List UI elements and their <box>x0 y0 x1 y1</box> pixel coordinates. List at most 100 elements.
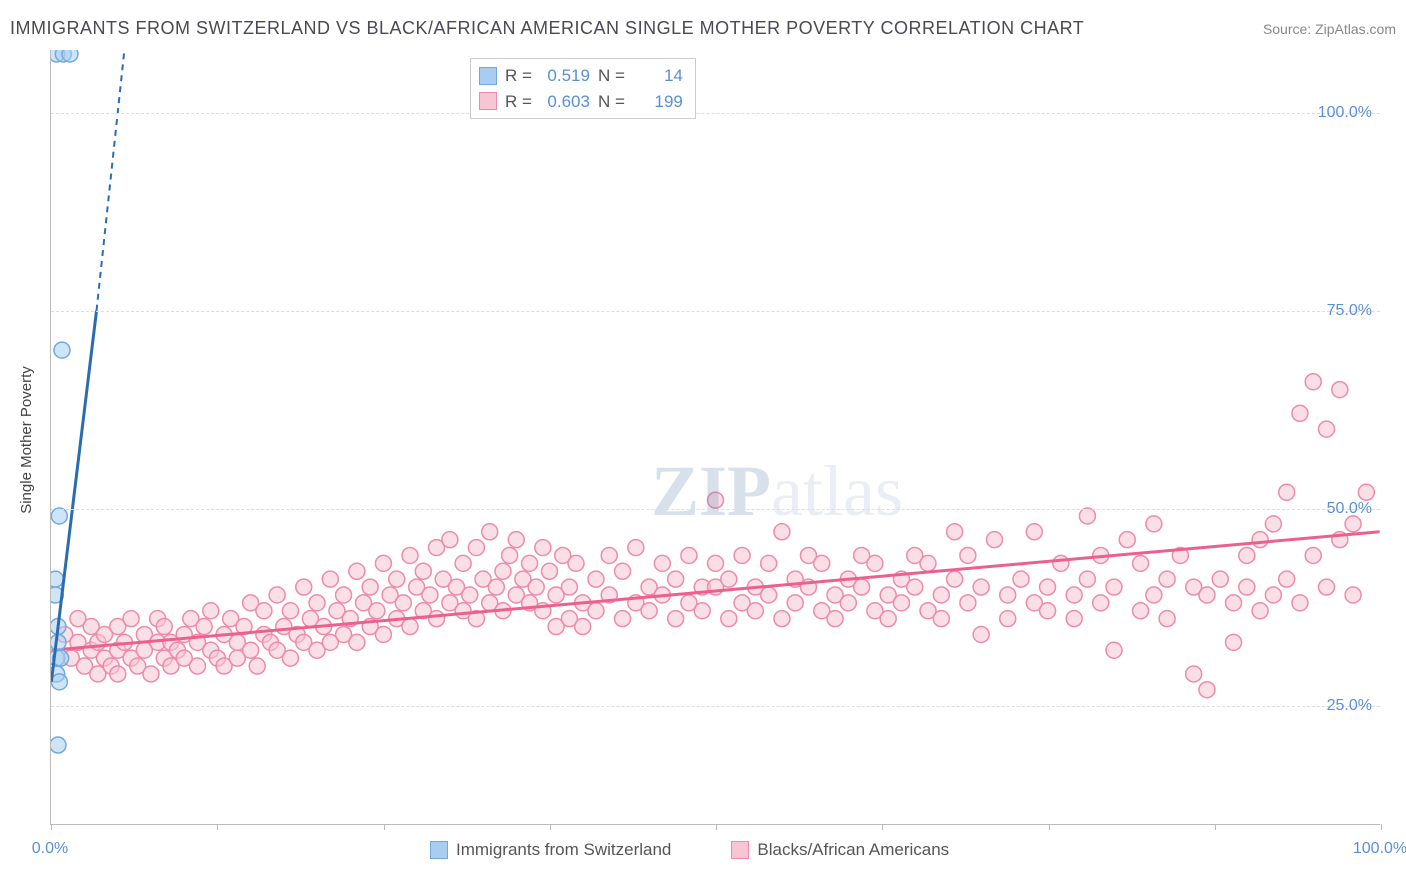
r-label-1: R = <box>505 89 532 115</box>
data-point <box>269 587 285 603</box>
data-point <box>1199 682 1215 698</box>
legend-item-1: Blacks/African Americans <box>731 840 949 860</box>
data-point <box>920 555 936 571</box>
data-point <box>708 492 724 508</box>
data-point <box>429 611 445 627</box>
x-tick <box>1049 824 1050 830</box>
data-point <box>893 595 909 611</box>
plot-area: ZIPatlas 25.0%50.0%75.0%100.0% <box>50 50 1380 825</box>
data-point <box>54 342 70 358</box>
data-point <box>535 540 551 556</box>
grid-line <box>51 509 1380 510</box>
data-point <box>654 555 670 571</box>
data-point <box>402 619 418 635</box>
data-point <box>694 603 710 619</box>
y-tick-label: 100.0% <box>1318 104 1372 122</box>
data-point <box>51 571 63 587</box>
data-point <box>827 611 843 627</box>
x-tick <box>217 824 218 830</box>
data-point <box>907 579 923 595</box>
data-point <box>143 666 159 682</box>
data-point <box>1106 579 1122 595</box>
data-point <box>522 555 538 571</box>
data-point <box>249 658 265 674</box>
r-value-1: 0.603 <box>540 89 590 115</box>
n-value-1: 199 <box>633 89 683 115</box>
data-point <box>973 579 989 595</box>
data-point <box>734 547 750 563</box>
data-point <box>1252 532 1268 548</box>
data-point <box>1053 555 1069 571</box>
data-point <box>296 579 312 595</box>
data-point <box>1040 603 1056 619</box>
data-point <box>721 571 737 587</box>
trend-line-extrapolated <box>97 50 125 311</box>
n-label-0: N = <box>598 63 625 89</box>
swatch-series-0 <box>479 67 497 85</box>
data-point <box>933 611 949 627</box>
data-point <box>541 563 557 579</box>
data-point <box>282 603 298 619</box>
data-point <box>1079 571 1095 587</box>
data-point <box>110 666 126 682</box>
data-point <box>575 619 591 635</box>
data-point <box>1265 516 1281 532</box>
data-point <box>1133 603 1149 619</box>
chart-title: IMMIGRANTS FROM SWITZERLAND VS BLACK/AFR… <box>10 18 1084 39</box>
data-point <box>468 540 484 556</box>
data-point <box>375 626 391 642</box>
data-point <box>349 563 365 579</box>
legend-label-0: Immigrants from Switzerland <box>456 840 671 860</box>
y-axis-label: Single Mother Poverty <box>18 366 35 514</box>
data-point <box>1279 571 1295 587</box>
data-point <box>1146 516 1162 532</box>
data-point <box>867 555 883 571</box>
data-point <box>880 611 896 627</box>
data-point <box>1305 547 1321 563</box>
grid-line <box>51 311 1380 312</box>
data-point <box>1226 595 1242 611</box>
data-point <box>1292 405 1308 421</box>
n-label-1: N = <box>598 89 625 115</box>
data-point <box>1119 532 1135 548</box>
data-point <box>668 611 684 627</box>
legend-item-0: Immigrants from Switzerland <box>430 840 671 860</box>
data-point <box>668 571 684 587</box>
data-point <box>588 603 604 619</box>
data-point <box>203 603 219 619</box>
data-point <box>1026 524 1042 540</box>
data-point <box>51 508 67 524</box>
data-point <box>1345 516 1361 532</box>
data-point <box>51 634 66 650</box>
y-tick-label: 75.0% <box>1327 302 1372 320</box>
data-point <box>960 547 976 563</box>
data-point <box>615 563 631 579</box>
data-point <box>1319 579 1335 595</box>
data-point <box>615 611 631 627</box>
data-point <box>761 587 777 603</box>
data-point <box>156 619 172 635</box>
grid-line <box>51 706 1380 707</box>
data-point <box>488 579 504 595</box>
data-point <box>1345 587 1361 603</box>
data-point <box>1252 603 1268 619</box>
data-point <box>986 532 1002 548</box>
data-point <box>840 595 856 611</box>
title-bar: IMMIGRANTS FROM SWITZERLAND VS BLACK/AFR… <box>10 18 1396 39</box>
x-tick <box>1215 824 1216 830</box>
data-point <box>442 532 458 548</box>
data-point <box>1000 611 1016 627</box>
data-point <box>1000 587 1016 603</box>
data-point <box>1066 611 1082 627</box>
data-point <box>1319 421 1335 437</box>
data-point <box>51 737 66 753</box>
bottom-legend: Immigrants from Switzerland Blacks/Afric… <box>430 840 949 860</box>
data-point <box>721 611 737 627</box>
data-point <box>322 571 338 587</box>
data-point <box>1226 634 1242 650</box>
data-point <box>51 674 67 690</box>
x-tick <box>384 824 385 830</box>
data-point <box>1186 666 1202 682</box>
data-point <box>375 555 391 571</box>
x-tick <box>882 824 883 830</box>
